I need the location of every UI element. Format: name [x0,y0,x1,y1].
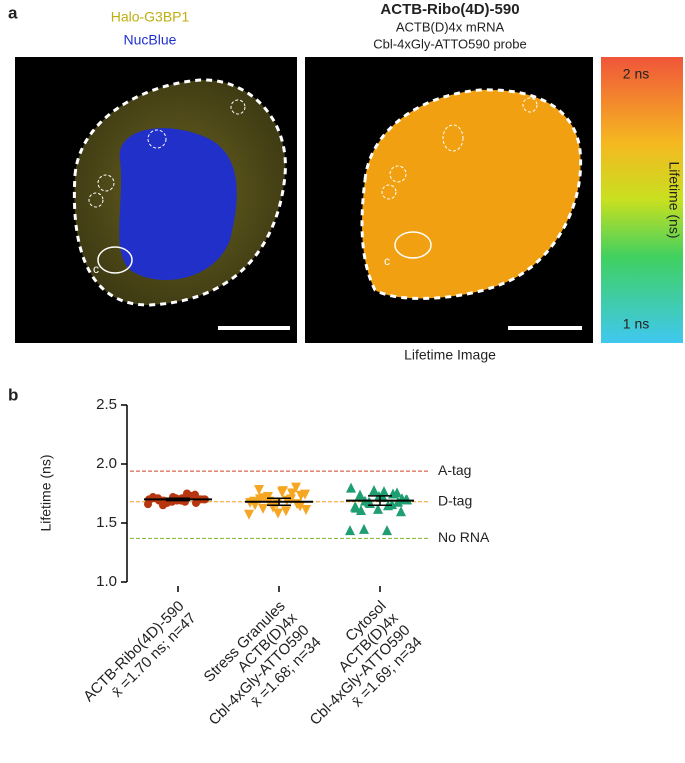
data-point [281,506,291,517]
lifetime-image [305,57,593,343]
data-point [346,482,356,493]
data-point [396,506,406,517]
region-label: c [93,262,99,276]
region-label: c [384,254,390,268]
data-point [244,509,254,520]
data-point [379,486,389,497]
data-point [359,523,369,534]
data-point [356,505,366,516]
data-point [278,486,288,497]
data-point [393,496,403,507]
data-point [273,508,283,519]
data-point [254,484,264,495]
image-caption: Lifetime Image [404,347,496,363]
colorbar-title: Lifetime (ns) [666,161,682,238]
data-point [287,488,297,499]
panel-label: b [8,385,18,404]
data-point [301,505,311,516]
data-point [345,525,355,536]
data-point [250,500,260,511]
y-tick-label: 2.5 [96,396,117,413]
panel-label: a [8,3,18,22]
data-point [258,503,268,514]
channel-label: NucBlue [124,32,177,48]
colorbar-label: 1 ns [623,316,649,332]
y-tick-label: 1.0 [96,573,117,590]
data-point [255,494,265,505]
data-point [296,490,306,501]
image-subtitle: Cbl-4xGly-ATTO590 probe [373,36,526,51]
data-point [373,503,383,514]
data-point [382,525,392,536]
data-point [402,494,412,505]
y-axis-label: Lifetime (ns) [38,454,54,531]
y-tick-label: 2.0 [96,455,117,472]
image-subtitle: ACTB(D)4x mRNA [396,19,505,34]
data-point [369,484,379,495]
reference-label: A-tag [438,462,471,478]
colorbar-label: 2 ns [623,66,649,82]
reference-label: D-tag [438,492,472,508]
data-point [291,482,301,493]
channel-label: Halo-G3BP1 [111,9,190,25]
reference-label: No RNA [438,529,490,545]
data-point [183,489,191,498]
fluorescence-image [15,57,297,343]
y-tick-label: 1.5 [96,514,117,531]
x-tick-label: ACTB-Ribo(4D)-590 [80,598,188,706]
data-point [355,489,365,500]
colorbar [601,57,683,343]
image-title: ACTB-Ribo(4D)-590 [380,1,519,18]
